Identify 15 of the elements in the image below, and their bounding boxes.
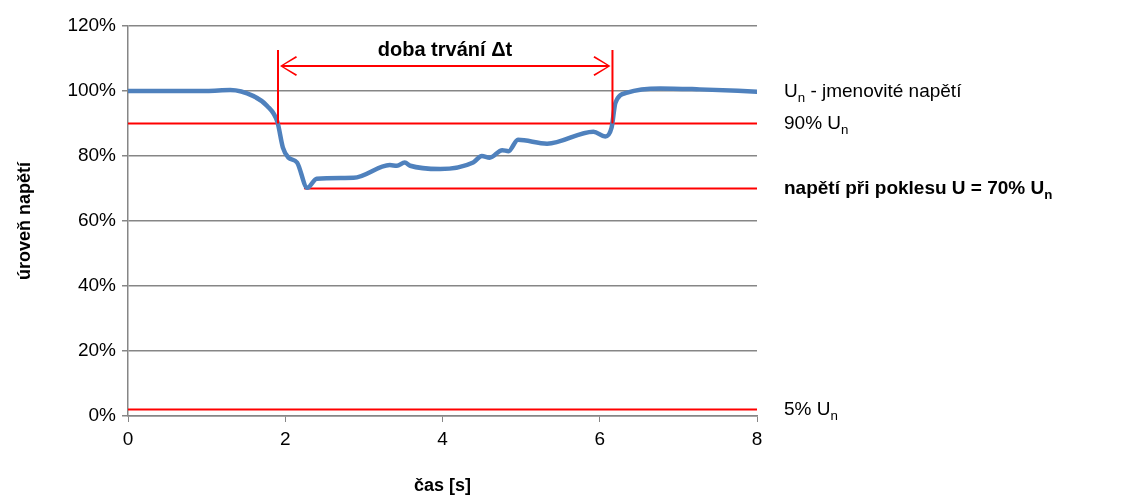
x-tick-label: 6 bbox=[594, 427, 606, 449]
y-tick-label: 100% bbox=[67, 79, 117, 101]
y-tick-label: 20% bbox=[77, 339, 117, 361]
x-tick-label: 2 bbox=[279, 427, 291, 449]
x-axis-title: čas [s] bbox=[413, 475, 472, 496]
y-tick-label: 80% bbox=[77, 144, 117, 166]
annotation: doba trvání Δt bbox=[377, 37, 513, 60]
y-tick-label: 40% bbox=[77, 274, 117, 296]
y-axis-title: úroveň napětí bbox=[13, 161, 34, 281]
x-tick-label: 0 bbox=[122, 427, 134, 449]
x-tick-label: 8 bbox=[751, 427, 763, 449]
y-tick-label: 120% bbox=[67, 14, 117, 36]
y-tick-label: 60% bbox=[77, 209, 117, 231]
x-tick-label: 4 bbox=[437, 427, 449, 449]
y-tick-label: 0% bbox=[88, 404, 117, 426]
